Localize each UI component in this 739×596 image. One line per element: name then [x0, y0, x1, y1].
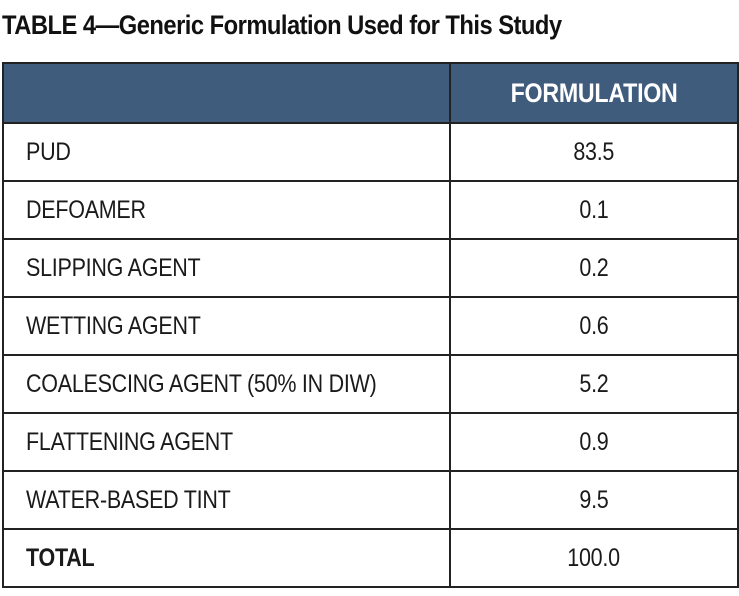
total-amount-cell: 100.0	[449, 528, 739, 588]
amount-cell: 0.1	[449, 180, 739, 240]
header-cell-empty	[2, 62, 451, 124]
amount-cell: 9.5	[449, 470, 739, 530]
header-cell-formulation: FORMULATION	[449, 62, 739, 124]
amount-cell: 0.9	[449, 412, 739, 472]
formulation-table: FORMULATION PUD 83.5 DEFOAMER 0.1 SLIPPI…	[2, 62, 739, 588]
ingredient-cell: WETTING AGENT	[2, 296, 451, 356]
ingredient-amount: 0.2	[579, 253, 609, 282]
ingredient-amount: 9.5	[579, 485, 609, 514]
ingredient-name: PUD	[26, 137, 71, 166]
total-label: TOTAL	[26, 543, 95, 572]
amount-cell: 83.5	[449, 122, 739, 182]
ingredient-cell: WATER-BASED TINT	[2, 470, 451, 530]
ingredient-cell: FLATTENING AGENT	[2, 412, 451, 472]
ingredient-cell: PUD	[2, 122, 451, 182]
ingredient-amount: 0.9	[579, 427, 609, 456]
ingredient-cell: COALESCING AGENT (50% IN DIW)	[2, 354, 451, 414]
total-row: TOTAL 100.0	[2, 528, 739, 588]
ingredient-name: SLIPPING AGENT	[26, 253, 201, 282]
table-row: PUD 83.5	[2, 122, 739, 182]
table-row: WETTING AGENT 0.6	[2, 296, 739, 356]
table-row: COALESCING AGENT (50% IN DIW) 5.2	[2, 354, 739, 414]
ingredient-cell: DEFOAMER	[2, 180, 451, 240]
ingredient-amount: 0.6	[579, 311, 609, 340]
amount-cell: 0.6	[449, 296, 739, 356]
table-row: DEFOAMER 0.1	[2, 180, 739, 240]
table-header-row: FORMULATION	[2, 62, 739, 124]
ingredient-cell: SLIPPING AGENT	[2, 238, 451, 298]
ingredient-amount: 83.5	[573, 137, 615, 166]
ingredient-name: COALESCING AGENT (50% IN DIW)	[26, 369, 377, 398]
table-row: FLATTENING AGENT 0.9	[2, 412, 739, 472]
ingredient-name: WATER-BASED TINT	[26, 485, 231, 514]
table-row: WATER-BASED TINT 9.5	[2, 470, 739, 530]
table-title: TABLE 4—Generic Formulation Used for Thi…	[2, 10, 562, 40]
total-label-cell: TOTAL	[2, 528, 451, 588]
amount-cell: 5.2	[449, 354, 739, 414]
ingredient-amount: 0.1	[579, 195, 609, 224]
amount-cell: 0.2	[449, 238, 739, 298]
ingredient-name: WETTING AGENT	[26, 311, 201, 340]
total-amount: 100.0	[567, 543, 621, 572]
ingredient-amount: 5.2	[579, 369, 609, 398]
ingredient-name: FLATTENING AGENT	[26, 427, 233, 456]
ingredient-name: DEFOAMER	[26, 195, 146, 224]
table-row: SLIPPING AGENT 0.2	[2, 238, 739, 298]
header-formulation-label: FORMULATION	[510, 77, 678, 108]
